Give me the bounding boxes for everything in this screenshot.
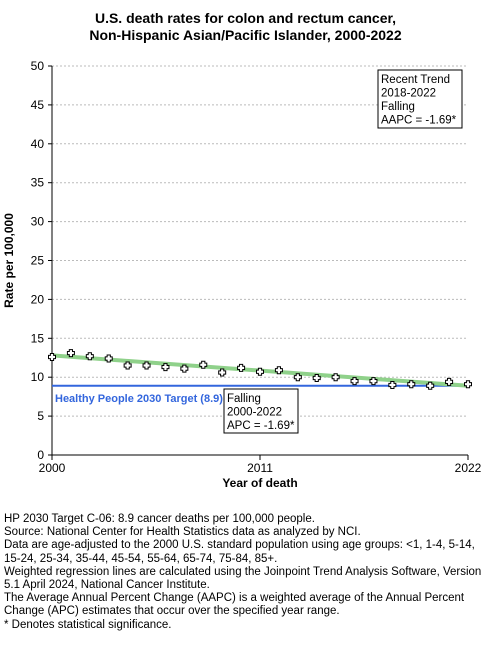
observed-point [142,361,151,370]
observed-point [85,352,94,361]
footnotes: HP 2030 Target C-06: 8.9 cancer deaths p… [4,513,488,632]
observed-point [464,380,472,389]
footnote-regression: Weighted regression lines are calculated… [4,565,482,592]
y-tick-label: 5 [37,409,44,423]
y-tick-label: 35 [31,176,45,190]
chart-title: U.S. death rates for colon and rectum ca… [0,10,491,44]
observed-point [218,368,227,377]
observed-point [274,366,283,375]
target-label: Healthy People 2030 Target (8.9) [55,393,223,405]
annotation-text: APC = -1.69* [227,420,295,432]
observed-point [199,360,208,369]
observed-point [350,377,359,386]
x-tick-label: 2000 [39,461,66,475]
annotation-text: 2000-2022 [227,407,282,419]
chart-title-line-1: U.S. death rates for colon and rectum ca… [94,10,397,26]
observed-point [48,352,56,361]
annotation-text: Falling [227,393,261,405]
y-tick-label: 15 [31,331,45,345]
footnote-age-adjustment: Data are age-adjusted to the 2000 U.S. s… [4,539,475,565]
series: Healthy People 2030 Target (8.9) [48,349,472,405]
observed-point [180,364,189,373]
observed-point [293,373,302,382]
observed-point [104,354,113,363]
axes: 0 5 10 15 20 25 30 35 40 45 50 2000 2011 2022 Year of … [2,59,482,490]
observed-point [407,380,416,389]
y-tick-label: 10 [31,370,45,384]
y-tick-label: 45 [31,98,45,112]
observed-point [237,363,246,372]
y-tick-label: 25 [31,254,45,268]
observed-point [388,380,397,389]
observed-point [312,373,321,382]
x-tick-label: 2011 [247,461,273,475]
y-axis-label: Rate per 100,000 [2,213,16,308]
y-tick-label: 40 [31,137,45,151]
x-tick-label: 2022 [455,461,482,475]
observed-point [66,349,75,358]
observed-point [256,367,264,376]
y-tick-label: 0 [37,448,44,462]
annotation-frame [223,388,299,434]
observed-point [369,377,378,386]
footnote-significance: * Denotes statistical significance. [4,618,172,631]
annotation-text: Falling [381,101,415,113]
annotation-frame [377,69,463,129]
chart-title-line-2: Non-Hispanic Asian/Pacific Islander, 200… [89,27,402,43]
observed-point [161,363,170,372]
grid-lines [52,65,468,417]
footnote-aapc: The Average Annual Percent Change (AAPC)… [4,592,465,618]
x-axis-label: Year of death [222,476,297,490]
annotation-text: Recent Trend [381,74,450,86]
annotation-text: AAPC = -1.69* [381,115,457,127]
observed-point [426,381,435,390]
observed-point [123,361,132,370]
death-rate-chart: 0 5 10 15 20 25 30 35 40 45 50 2000 2011 2022 Year of … [2,59,482,490]
annotation-text: 2018-2022 [381,88,436,100]
observed-point [331,373,340,382]
y-tick-label: 20 [31,292,45,306]
footnote-hp-target: HP 2030 Target C-06: 8.9 cancer deaths p… [4,513,315,525]
observed-point [445,377,454,386]
footnote-source: Source: National Center for Health Stati… [4,526,361,539]
y-tick-label: 30 [31,215,45,229]
y-tick-label: 50 [31,59,45,73]
